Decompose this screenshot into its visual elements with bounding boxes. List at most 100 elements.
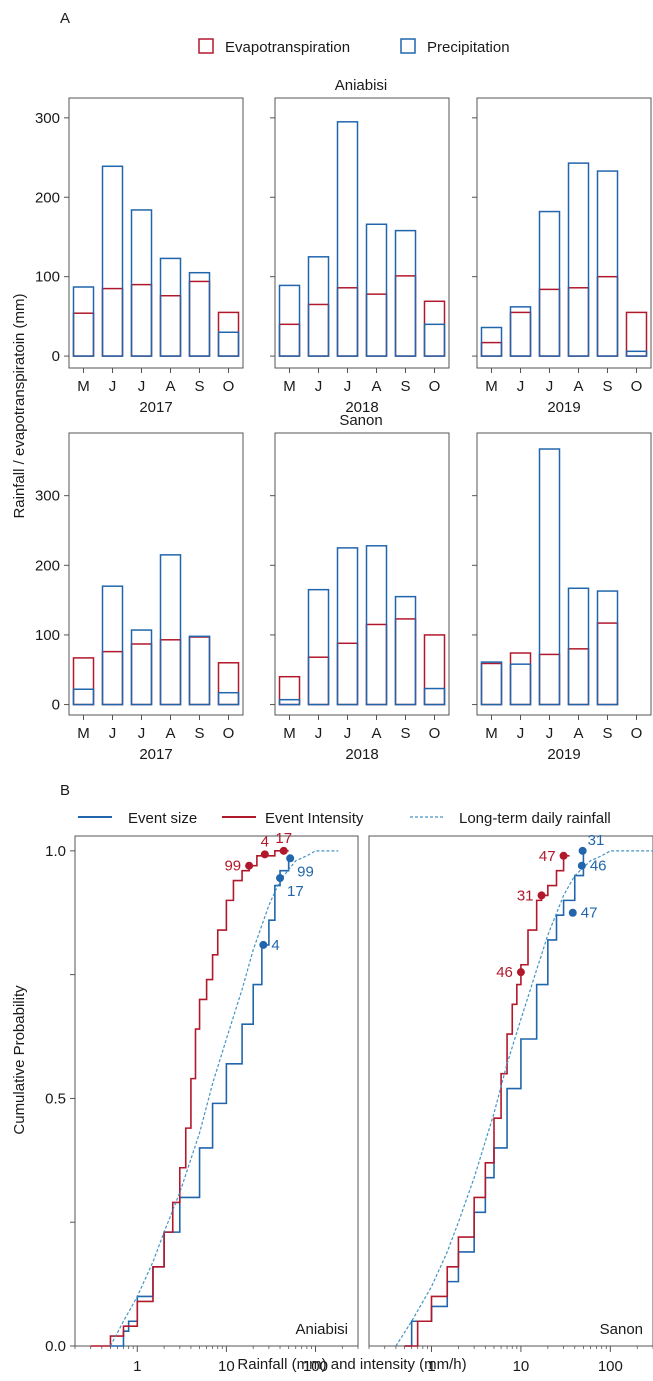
bar-panel-sanon-2019: M J J A S O 2019 — [472, 432, 652, 763]
marker-label: 31 — [517, 887, 534, 904]
x-tick-label: M — [77, 725, 90, 742]
evapotranspiration-bar — [423, 300, 446, 357]
y-tick-label: 0 — [52, 697, 60, 714]
x-tick-label: J — [315, 378, 323, 395]
precipitation-bar — [567, 587, 590, 706]
x-tick-label: 100 — [598, 1358, 623, 1375]
precipitation-bar — [101, 165, 124, 357]
year-label: 2017 — [139, 746, 172, 763]
cdf-panel-aniabisi: 1 10 100 0.0 0.5 1.0 99 4 17 99 17 4 Aniabisi — [45, 830, 359, 1375]
bar-panel-sanon-2017: M J J A S O 2017 0 100 200 300 — [35, 432, 244, 763]
plot-frame — [476, 97, 652, 369]
evapotranspiration-bar — [101, 287, 124, 357]
evapotranspiration-bar — [336, 287, 359, 357]
x-tick-label: M — [283, 378, 296, 395]
year-label: 2018 — [345, 746, 378, 763]
bar-charts: M J J A S O 2017 0 100 200 300 M J J A S O 2018 M J J A S O 2019… — [35, 97, 652, 763]
panel-b-label: B — [60, 782, 70, 799]
marker-label: 99 — [297, 863, 314, 880]
evapotranspiration-bar — [72, 312, 95, 357]
y-tick-label: 0.0 — [45, 1338, 66, 1355]
legend-a: Evapotranspiration Precipitation — [198, 38, 510, 56]
precipitation-bar — [394, 229, 417, 357]
bar-panel-aniabisi-2019: M J J A S O 2019 — [472, 97, 652, 416]
legend-b: Event size Event Intensity Long-term dai… — [78, 810, 611, 827]
y-tick-label: 1.0 — [45, 843, 66, 860]
panel-b-y-axis-label: Cumulative Probability — [11, 985, 28, 1135]
cdf-charts: 1 10 100 0.0 0.5 1.0 99 4 17 99 17 4 Aniabisi 1 10 100 4… — [45, 830, 653, 1375]
evapotranspiration-bar — [538, 653, 561, 706]
precipitation-bar — [423, 323, 446, 357]
panel-a-y-axis-label: Rainfall / evapotranspiratoin (mm) — [11, 293, 28, 518]
precipitation-bar — [423, 687, 446, 706]
event-intensity-marker — [559, 851, 568, 860]
precipitation-bar — [188, 271, 211, 357]
evapotranspiration-bar — [217, 662, 240, 706]
x-tick-label: J — [344, 378, 352, 395]
x-tick-label: S — [602, 725, 612, 742]
x-tick-label: A — [165, 378, 175, 395]
y-tick-label: 100 — [35, 627, 60, 644]
precipitation-bar — [509, 306, 532, 357]
marker-label: 46 — [496, 964, 513, 981]
row-title-sanon: Sanon — [339, 412, 382, 429]
evapotranspiration-bar — [307, 656, 330, 706]
precipitation-bar — [480, 326, 503, 357]
plot-frame — [476, 432, 652, 716]
event-intensity-marker — [245, 861, 254, 870]
event-intensity-marker — [279, 846, 288, 855]
precipitation-bar — [217, 331, 240, 357]
precipitation-bar — [596, 590, 619, 706]
long-term-line — [109, 850, 339, 1347]
bar-panel-sanon-2018: M J J A S O 2018 — [270, 432, 450, 763]
precipitation-bar — [217, 691, 240, 706]
x-tick-label: J — [138, 725, 146, 742]
panel-a-label: A — [60, 10, 70, 27]
legend-event-intensity-label: Event Intensity — [265, 810, 364, 827]
evapotranspiration-bar — [394, 618, 417, 706]
precipitation-bar — [336, 547, 359, 706]
x-tick-label: O — [631, 725, 643, 742]
precipitation-bar — [567, 162, 590, 357]
precipitation-bar — [130, 629, 153, 706]
year-label: 2017 — [139, 399, 172, 416]
y-tick-label: 0.5 — [45, 1090, 66, 1107]
event-intensity-marker — [516, 968, 525, 977]
year-label: 2018 — [345, 399, 378, 416]
precipitation-bar — [394, 595, 417, 706]
plot-frame — [274, 432, 450, 716]
evapotranspiration-bar — [596, 622, 619, 706]
precipitation-bar — [509, 663, 532, 706]
x-tick-label: J — [546, 378, 554, 395]
precipitation-bar — [336, 121, 359, 357]
marker-label: 4 — [261, 833, 269, 850]
precipitation-bar — [538, 210, 561, 357]
x-tick-label: M — [485, 725, 498, 742]
event-size-marker — [276, 874, 285, 883]
evapotranspiration-bar — [567, 648, 590, 706]
precipitation-bar — [72, 688, 95, 706]
evapotranspiration-bar — [509, 652, 532, 706]
x-tick-label: M — [485, 378, 498, 395]
x-tick-label: O — [429, 378, 441, 395]
y-tick-label: 100 — [35, 269, 60, 286]
precipitation-bar — [130, 209, 153, 357]
precipitation-bar — [307, 256, 330, 357]
y-tick-label: 300 — [35, 488, 60, 505]
evapotranspiration-bar — [217, 311, 240, 357]
bar-panel-aniabisi-2017: M J J A S O 2017 0 100 200 300 — [35, 97, 244, 416]
precipitation-bar — [278, 698, 301, 706]
marker-label: 17 — [275, 830, 292, 847]
x-tick-label: A — [371, 725, 381, 742]
legend-precip-label: Precipitation — [427, 39, 510, 56]
evapotranspiration-bar — [101, 650, 124, 706]
evapotranspiration-bar — [188, 280, 211, 357]
x-tick-label: M — [283, 725, 296, 742]
precipitation-bar — [307, 588, 330, 706]
event-intensity-marker — [260, 850, 269, 859]
evapotranspiration-bar — [336, 642, 359, 706]
event-size-marker — [259, 940, 268, 949]
precipitation-bar — [596, 170, 619, 357]
year-label: 2019 — [547, 746, 580, 763]
